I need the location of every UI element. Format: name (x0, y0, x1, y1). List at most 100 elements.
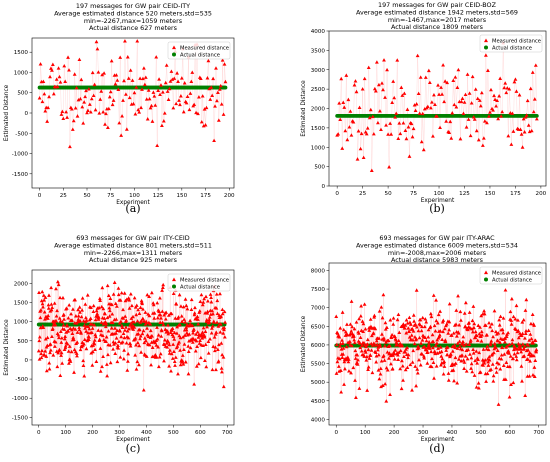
y-tick-label: 4500 (311, 399, 326, 405)
measured-point (104, 339, 108, 343)
measured-point (189, 297, 194, 302)
measured-point (90, 326, 95, 330)
measured-point (426, 342, 431, 347)
measured-point (378, 344, 383, 348)
measured-point (135, 39, 140, 43)
x-tick-label: 150 (176, 193, 187, 199)
measured-point (149, 363, 153, 367)
legend-measured-marker (484, 38, 488, 43)
measured-point (422, 356, 427, 360)
measured-point (384, 123, 388, 127)
x-axis-label: Experiment (116, 437, 150, 443)
y-tick-label: -1000 (12, 396, 29, 402)
measured-point (218, 83, 223, 88)
measured-point (199, 332, 204, 336)
measured-point (368, 107, 373, 112)
measured-point (347, 369, 351, 373)
measured-point (463, 354, 468, 358)
measured-point (127, 326, 131, 331)
measured-point (342, 359, 347, 364)
measured-point (107, 308, 112, 313)
measured-point (496, 402, 501, 406)
measured-point (167, 351, 172, 355)
measured-point (519, 132, 524, 136)
measured-point (440, 337, 445, 342)
x-tick-label: 200 (389, 430, 400, 436)
measured-point (89, 330, 94, 334)
measured-point (197, 341, 202, 345)
measured-point (222, 62, 227, 66)
measured-point (460, 353, 464, 357)
measured-point (121, 331, 126, 335)
measured-point (169, 311, 174, 316)
measured-point (111, 98, 116, 102)
measured-point (159, 316, 163, 320)
measured-point (531, 340, 536, 345)
measured-point (358, 314, 363, 318)
measured-point (422, 344, 427, 349)
measured-point (432, 92, 436, 97)
measured-point (47, 94, 51, 99)
measured-point (460, 96, 465, 100)
measured-point (479, 339, 484, 343)
measured-point (57, 74, 62, 79)
measured-point (106, 329, 111, 333)
measured-point (459, 99, 464, 104)
measured-point (49, 302, 54, 306)
measured-point (159, 334, 164, 338)
x-tick-label: 200 (536, 191, 547, 197)
y-tick-label: 500 (17, 339, 28, 345)
measured-point (421, 147, 426, 152)
measured-point (117, 339, 121, 344)
measured-point (133, 336, 138, 340)
measured-point (504, 360, 509, 364)
measured-point (394, 340, 399, 344)
legend-measured-label: Measured distance (492, 271, 541, 277)
measured-point (131, 314, 135, 319)
measured-point (374, 338, 379, 343)
measured-point (123, 328, 127, 332)
measured-point (365, 126, 370, 130)
measured-point (504, 334, 509, 339)
measured-point (208, 292, 213, 296)
measured-point (482, 361, 487, 365)
measured-point (409, 121, 414, 126)
measured-point (498, 336, 503, 341)
measured-point (367, 115, 372, 120)
measured-point (423, 317, 428, 321)
y-tick-label: 3000 (311, 68, 326, 74)
measured-point (349, 329, 354, 333)
measured-point (66, 55, 70, 59)
measured-point (140, 301, 145, 306)
measured-point (476, 357, 480, 362)
measured-point (404, 136, 409, 141)
measured-point (166, 331, 171, 336)
measured-point (179, 304, 183, 308)
measured-point (531, 109, 536, 114)
measured-point (50, 326, 55, 331)
measured-point (142, 66, 146, 70)
measured-point (517, 93, 522, 97)
measured-point (160, 320, 165, 325)
measured-point (112, 280, 117, 284)
measured-point (424, 320, 429, 324)
measured-point (414, 288, 419, 292)
measured-point (360, 87, 365, 91)
y-tick-label: -1000 (12, 152, 29, 158)
measured-point (220, 307, 225, 312)
measured-point (454, 308, 459, 312)
measured-point (177, 292, 182, 297)
legend-actual-marker (484, 277, 488, 282)
measured-point (379, 359, 384, 363)
measured-point (135, 359, 140, 364)
measured-point (75, 330, 80, 334)
measured-point (196, 361, 201, 366)
measured-point (131, 101, 136, 106)
x-tick-label: 100 (434, 191, 445, 197)
measured-point (136, 307, 141, 312)
measured-point (339, 390, 344, 394)
measured-point (195, 344, 199, 348)
measured-point (381, 292, 386, 297)
measured-point (468, 133, 473, 138)
measured-point (410, 134, 415, 139)
